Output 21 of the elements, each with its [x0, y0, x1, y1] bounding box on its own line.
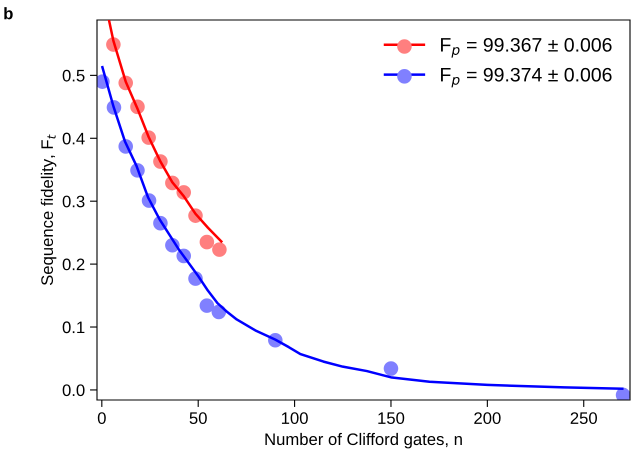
- legend-label: F$_{p}$ = 99.367 ± 0.006: [441, 38, 612, 58]
- y-tick-label: 0.5: [62, 70, 84, 82]
- y-axis-title: Sequence fidelity, F$_{t}$: [40, 134, 56, 286]
- chart-title: b: [4, 7, 13, 20]
- point: [384, 361, 398, 376]
- y-tick-label: 0.2: [62, 258, 84, 270]
- legend-label: F$_{p}$ = 99.374 ± 0.006: [441, 68, 612, 88]
- y-tick-label: 0.0: [62, 384, 85, 396]
- y-tick-label: 0.3: [62, 196, 84, 208]
- x-tick-label: 100: [282, 412, 308, 424]
- point: [200, 234, 214, 250]
- x-tick-label: 150: [378, 412, 404, 424]
- y-tick-label: 0.4: [62, 132, 85, 144]
- x-tick-label: 200: [474, 412, 501, 424]
- x-tick-label: 250: [570, 412, 597, 424]
- x-tick-label: 0: [98, 412, 106, 424]
- x-tick-label: 50: [190, 412, 207, 424]
- point: [200, 298, 214, 313]
- y-tick-label: 0.1: [62, 321, 84, 334]
- x-axis-title: Number of Clifford gates, n: [265, 432, 462, 448]
- point: [212, 242, 227, 257]
